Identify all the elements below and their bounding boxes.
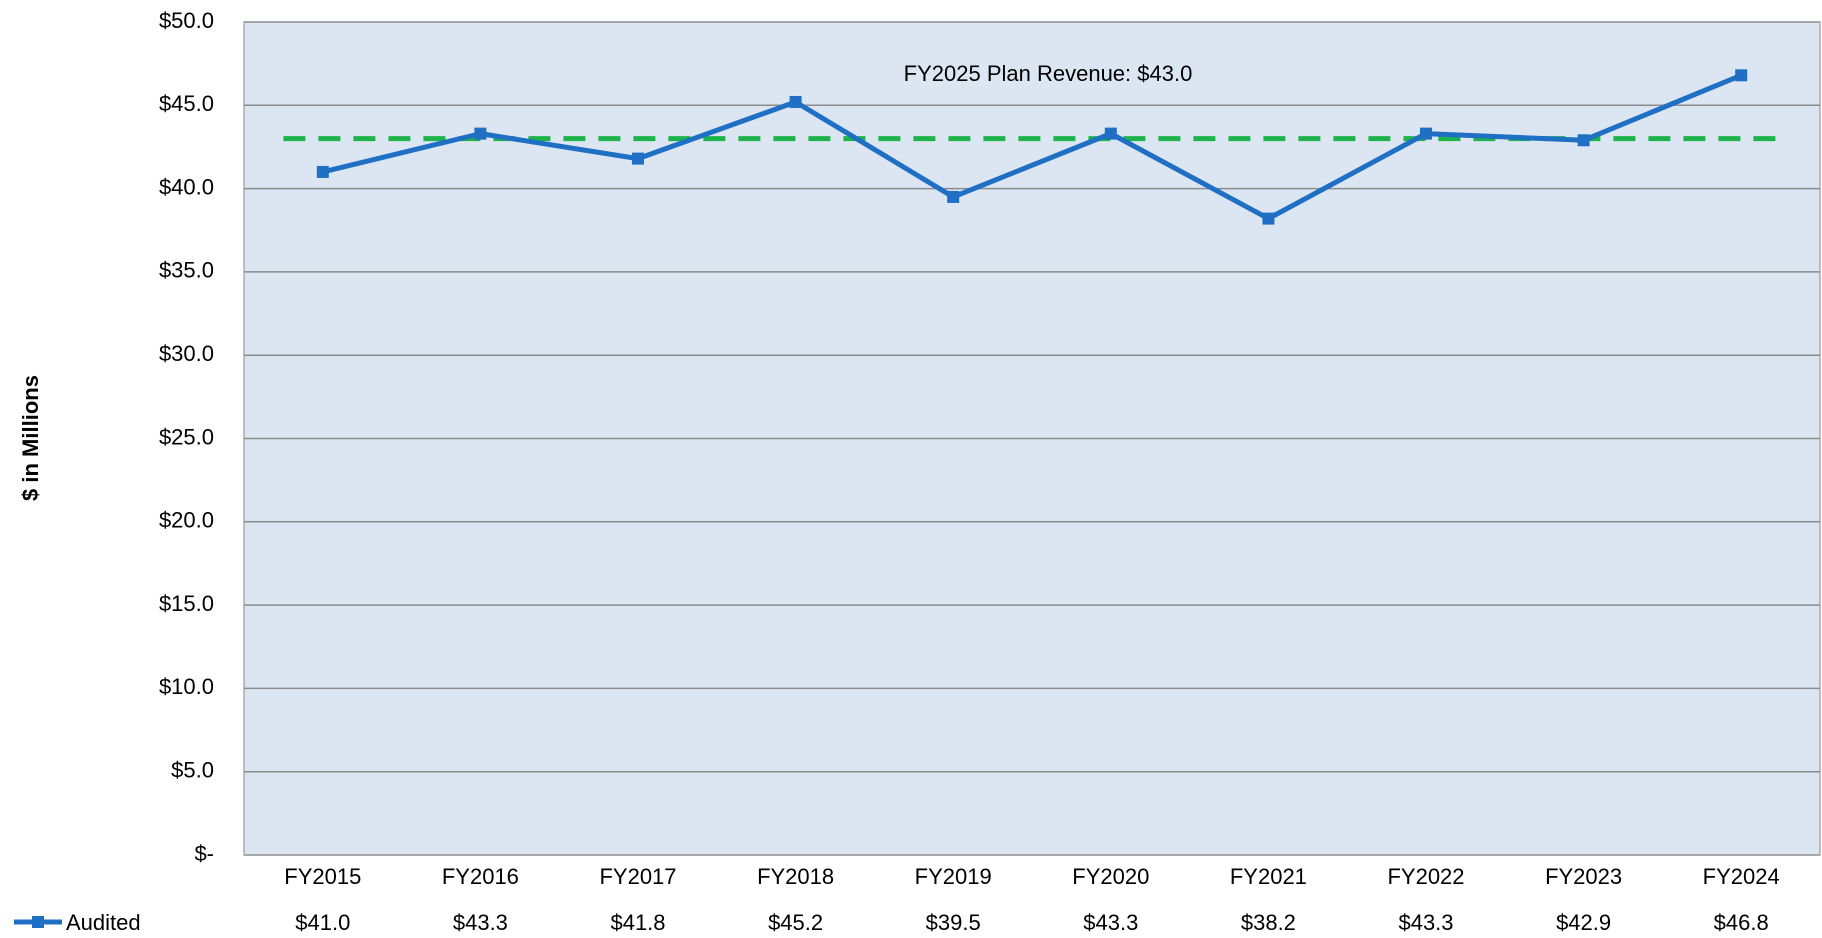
data-table-value: $39.5: [926, 910, 981, 935]
x-tick-label: FY2023: [1545, 864, 1622, 889]
x-tick-label: FY2019: [915, 864, 992, 889]
series-line: [322, 73, 1743, 222]
x-tick-label: FY2015: [284, 864, 361, 889]
data-table-value: $38.2: [1241, 910, 1296, 935]
x-tick-label: FY2018: [757, 864, 834, 889]
y-tick-label: $15.0: [159, 591, 214, 616]
point-marker: [789, 95, 802, 108]
y-tick-label: $30.0: [159, 341, 214, 366]
point-marker: [316, 165, 329, 178]
data-table-value: $41.0: [295, 910, 350, 935]
y-tick-label: $5.0: [171, 758, 214, 783]
data-table-value: $43.3: [453, 910, 508, 935]
point-marker: [1420, 127, 1432, 140]
data-table-value: $46.8: [1714, 910, 1769, 935]
point-marker: [632, 152, 644, 165]
y-tick-label: $40.0: [159, 174, 214, 199]
y-tick-label: $20.0: [159, 508, 214, 533]
y-tick-label: $45.0: [159, 91, 214, 116]
point-marker: [1104, 127, 1117, 140]
y-tick-label: $10.0: [159, 674, 214, 699]
point-marker: [1735, 69, 1748, 82]
data-table-value: $42.9: [1556, 910, 1611, 935]
x-tick-label: FY2017: [599, 864, 676, 889]
point-marker: [947, 190, 960, 203]
reference-label: FY2025 Plan Revenue: $43.0: [904, 61, 1193, 86]
data-table-value: $43.3: [1398, 910, 1453, 935]
x-tick-label: FY2021: [1230, 864, 1307, 889]
data-table-value: $41.8: [610, 910, 665, 935]
y-tick-label: $-: [194, 841, 214, 866]
legend-marker: [32, 916, 44, 928]
y-tick-label: $50.0: [159, 8, 214, 33]
legend-label: Audited: [66, 910, 141, 935]
x-tick-label: FY2022: [1387, 864, 1464, 889]
x-tick-label: FY2020: [1072, 864, 1149, 889]
data-table-value: $43.3: [1083, 910, 1138, 935]
y-axis-label: $ in Millions: [18, 375, 43, 501]
point-marker: [474, 127, 487, 140]
x-tick-label: FY2016: [442, 864, 519, 889]
y-tick-label: $35.0: [159, 258, 214, 283]
point-marker: [1262, 212, 1275, 225]
data-table-value: $45.2: [768, 910, 823, 935]
y-tick-label: $25.0: [159, 424, 214, 449]
x-tick-label: FY2024: [1703, 864, 1780, 889]
point-marker: [1577, 134, 1590, 147]
